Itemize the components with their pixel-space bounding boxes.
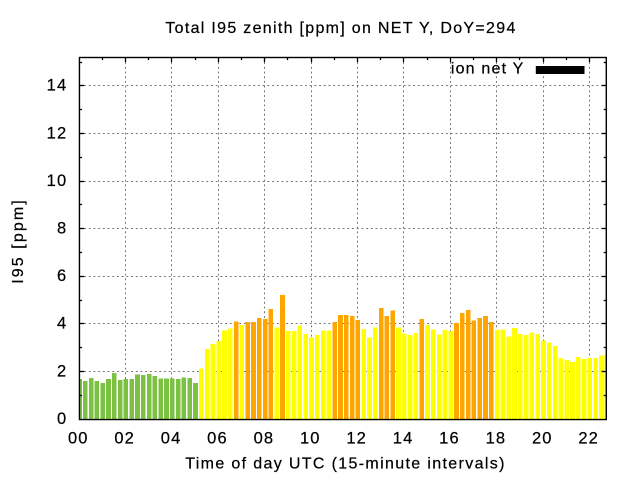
svg-text:4: 4	[57, 315, 67, 333]
svg-text:12: 12	[47, 124, 68, 142]
svg-text:12: 12	[346, 429, 367, 447]
svg-text:08: 08	[254, 429, 275, 447]
svg-text:16: 16	[439, 429, 460, 447]
svg-text:00: 00	[68, 429, 89, 447]
svg-text:14: 14	[393, 429, 414, 447]
svg-text:I95 [ppm]: I95 [ppm]	[10, 198, 27, 284]
svg-text:Total I95 zenith [ppm] on NET: Total I95 zenith [ppm] on NET Y, DoY=294	[165, 20, 516, 37]
svg-text:10: 10	[47, 172, 68, 190]
svg-text:2: 2	[57, 362, 67, 380]
svg-text:6: 6	[57, 267, 67, 285]
svg-text:06: 06	[207, 429, 228, 447]
svg-text:18: 18	[486, 429, 507, 447]
svg-text:0: 0	[57, 410, 67, 428]
svg-text:04: 04	[161, 429, 182, 447]
svg-text:20: 20	[532, 429, 553, 447]
svg-text:ion net Y: ion net Y	[451, 61, 525, 78]
svg-text:02: 02	[114, 429, 135, 447]
svg-text:Time of day UTC (15-minute int: Time of day UTC (15-minute intervals)	[185, 455, 506, 472]
svg-text:14: 14	[47, 77, 68, 95]
svg-text:22: 22	[578, 429, 599, 447]
svg-text:8: 8	[57, 220, 67, 238]
svg-text:10: 10	[300, 429, 321, 447]
